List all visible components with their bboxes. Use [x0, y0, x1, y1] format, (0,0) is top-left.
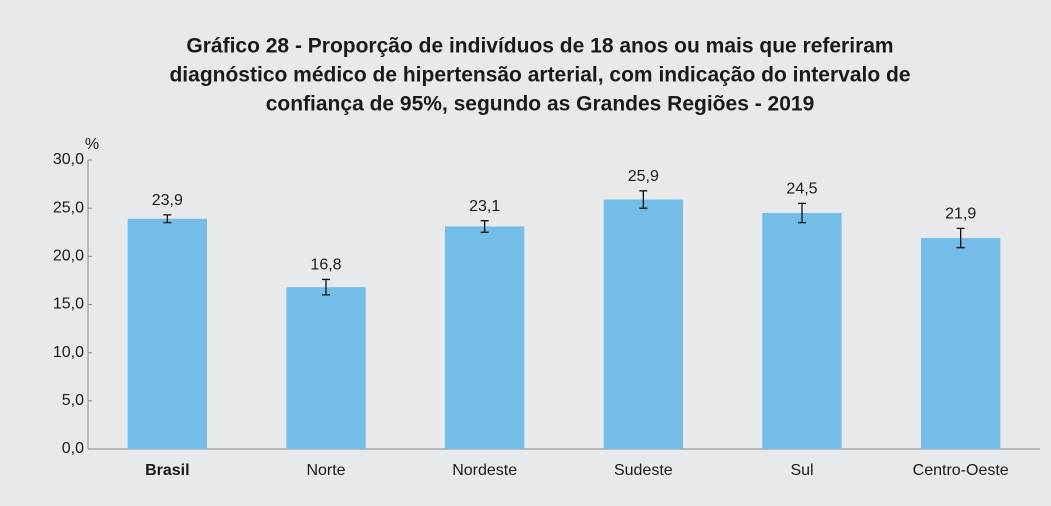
data-label: 24,5	[786, 181, 817, 198]
data-label: 21,9	[945, 206, 976, 223]
error-bar	[322, 278, 330, 296]
error-bar	[163, 214, 172, 224]
y-tick-label: 10,0	[53, 344, 84, 361]
bar	[445, 226, 525, 449]
error-bar	[639, 190, 648, 209]
x-tick-label: Norte	[306, 462, 345, 479]
y-tick-label: 0,0	[62, 440, 84, 457]
error-bar	[798, 202, 806, 224]
y-tick-label: 20,0	[53, 248, 84, 265]
y-tick-label: 25,0	[53, 199, 84, 216]
error-bar	[480, 220, 489, 233]
data-label: 23,1	[469, 198, 500, 215]
x-tick-label: Centro-Oeste	[913, 462, 1009, 479]
y-tick-label: 15,0	[53, 296, 84, 313]
data-label: 16,8	[310, 257, 341, 274]
bar	[762, 212, 842, 449]
bar	[127, 218, 207, 449]
y-tick-label: 30,0	[53, 151, 84, 168]
chart-title: diagnóstico médico de hipertensão arteri…	[169, 64, 910, 87]
bar	[286, 287, 366, 449]
bar	[921, 238, 1001, 449]
x-tick-label: Sul	[790, 462, 813, 479]
data-label: 23,9	[152, 192, 183, 209]
bar	[603, 199, 683, 449]
x-tick-label: Sudeste	[614, 462, 673, 479]
error-bar	[956, 227, 965, 249]
y-tick-label: 5,0	[62, 392, 84, 409]
y-axis-label: %	[85, 136, 99, 153]
chart-title: confiança de 95%, segundo as Grandes Reg…	[266, 93, 815, 116]
x-tick-label: Nordeste	[452, 462, 517, 479]
x-tick-label: Brasil	[145, 462, 189, 479]
chart-title: Gráfico 28 - Proporção de indivíduos de …	[186, 35, 893, 58]
data-label: 25,9	[628, 168, 659, 185]
